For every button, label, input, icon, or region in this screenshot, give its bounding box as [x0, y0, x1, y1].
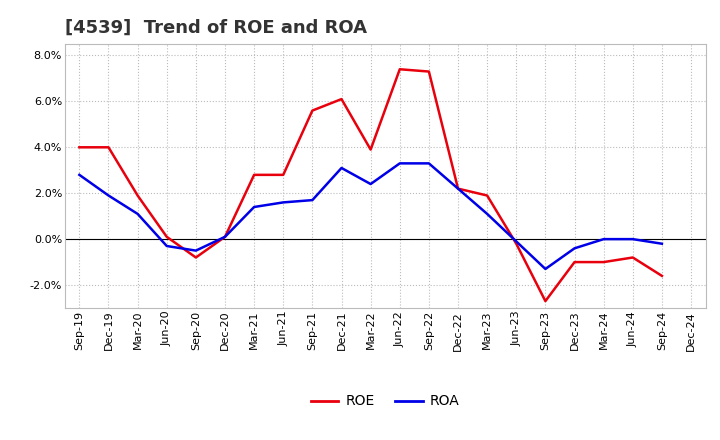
ROE — [541, 298, 550, 304]
ROA — [395, 161, 404, 166]
ROA — [220, 234, 229, 239]
ROA — [75, 172, 84, 177]
ROA — [366, 181, 375, 187]
ROA — [570, 246, 579, 251]
ROA — [512, 239, 521, 244]
ROA — [104, 193, 113, 198]
ROE — [104, 145, 113, 150]
Legend: ROE, ROA: ROE, ROA — [305, 389, 465, 414]
ROE — [279, 172, 287, 177]
Line: ROE: ROE — [79, 69, 662, 301]
Text: [4539]  Trend of ROE and ROA: [4539] Trend of ROE and ROA — [65, 19, 366, 37]
ROA — [483, 211, 492, 216]
ROE — [366, 147, 375, 152]
Line: ROA: ROA — [79, 163, 662, 269]
ROE — [337, 96, 346, 102]
ROE — [133, 193, 142, 198]
ROE — [163, 234, 171, 239]
ROA — [657, 241, 666, 246]
ROE — [192, 255, 200, 260]
ROA — [163, 243, 171, 249]
ROE — [395, 66, 404, 72]
ROA — [133, 211, 142, 216]
ROA — [337, 165, 346, 171]
ROA — [599, 236, 608, 242]
ROE — [483, 193, 492, 198]
ROE — [75, 145, 84, 150]
ROA — [541, 266, 550, 271]
ROE — [454, 186, 462, 191]
ROA — [454, 186, 462, 191]
ROA — [250, 204, 258, 209]
ROA — [629, 236, 637, 242]
ROE — [512, 241, 521, 246]
ROE — [220, 234, 229, 239]
ROA — [279, 200, 287, 205]
ROA — [425, 161, 433, 166]
ROE — [599, 260, 608, 265]
ROE — [250, 172, 258, 177]
ROE — [570, 260, 579, 265]
ROE — [308, 108, 317, 113]
ROA — [308, 198, 317, 203]
ROE — [657, 273, 666, 279]
ROA — [192, 248, 200, 253]
ROE — [629, 255, 637, 260]
ROE — [425, 69, 433, 74]
